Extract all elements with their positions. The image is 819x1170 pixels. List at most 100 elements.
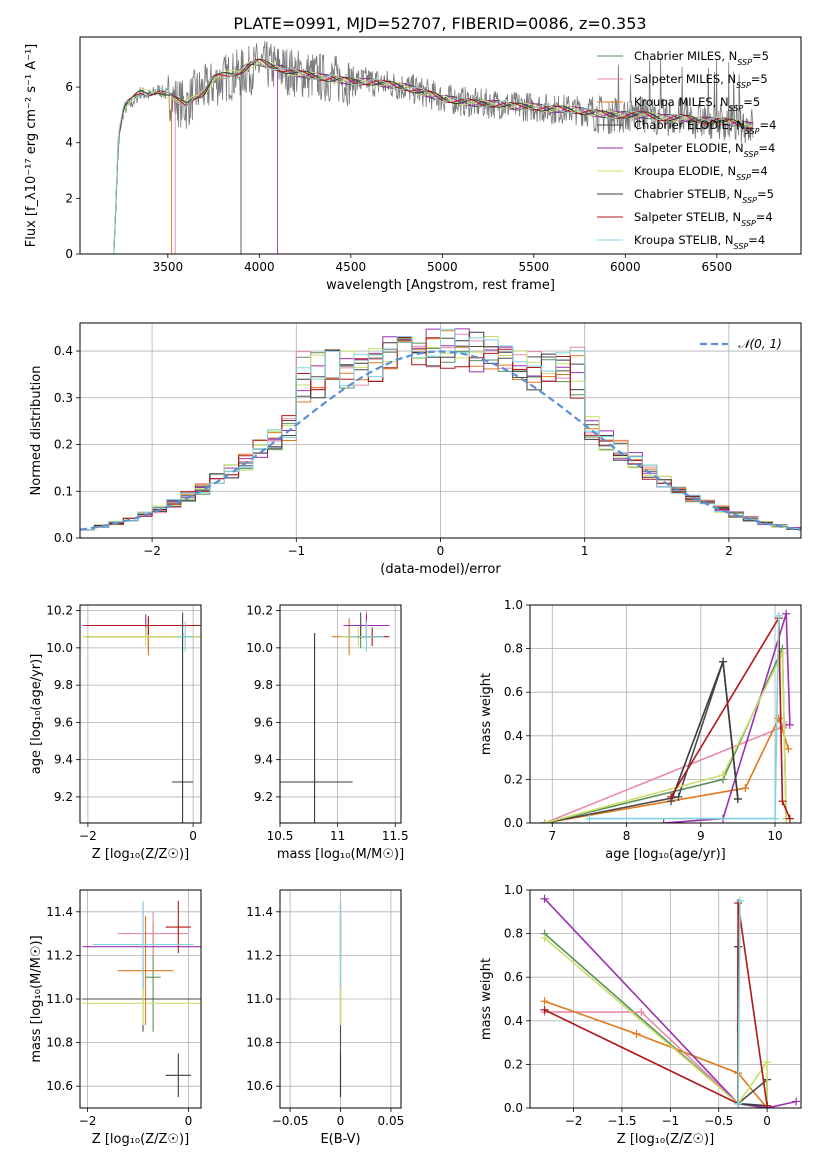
x-tick-label-0: −0.05 xyxy=(272,1114,309,1128)
plot-area xyxy=(80,328,801,531)
point-6 xyxy=(165,1053,191,1098)
x-tick-label-3: 5000 xyxy=(427,260,458,274)
legend-label-6: Chabrier STELIB, NSSP=5 xyxy=(634,187,774,205)
y-tick-label-4: 11.4 xyxy=(246,905,273,919)
legend-val-8: =4 xyxy=(748,233,765,247)
legend-sub-3: SSP xyxy=(745,127,760,136)
model-line-3 xyxy=(240,63,754,254)
y-tick-label-0: 0.0 xyxy=(504,1101,523,1115)
weight-marker-3-1 xyxy=(674,792,683,801)
figure-title: PLATE=0991, MJD=52707, FIBERID=0086, z=0… xyxy=(233,14,646,33)
model-line-6 xyxy=(113,58,753,254)
point-8 xyxy=(349,621,384,652)
plot-area xyxy=(540,609,794,823)
y-tick-label-2: 0.4 xyxy=(504,729,523,743)
weight-line-5 xyxy=(544,652,787,823)
weight-marker-4-0 xyxy=(659,819,668,823)
x-tick-label-1: 11 xyxy=(330,829,345,843)
x-tick-label-3: 10 xyxy=(767,829,782,843)
legend-val-7: =4 xyxy=(756,210,773,224)
legend-val-6: =5 xyxy=(757,187,774,201)
legend-sub-4: SSP xyxy=(744,150,759,159)
x-axis-label: E(B-V) xyxy=(320,1132,360,1147)
legend-label-4: Salpeter ELODIE, NSSP=4 xyxy=(634,141,775,159)
legend-val-5: =4 xyxy=(751,164,768,178)
axes-frame xyxy=(279,604,402,824)
y-tick-label-0: 9.2 xyxy=(54,790,73,804)
weight-marker-1-1 xyxy=(637,1008,646,1017)
axes-frame xyxy=(79,322,802,539)
weight-marker-7-2 xyxy=(734,899,743,908)
legend-label-1: Salpeter MILES, NSSP=5 xyxy=(634,72,768,90)
y-tick-label-2: 0.2 xyxy=(54,438,73,452)
chart-age-vs-Z: −2 0 9.2 9.4 9.6 9.8 10.0 10.2 Z [log₁₀(Z/Z☉)] ag… xyxy=(29,604,202,862)
x-tick-label-0: −2 xyxy=(79,829,97,843)
y-tick-label-1: 0.2 xyxy=(504,772,523,786)
spectrum-data-line xyxy=(113,40,754,254)
y-axis-label: Flux [f_λ10⁻¹⁷ erg cm⁻² s⁻¹ A⁻¹] xyxy=(24,44,39,248)
weight-marker-7-3 xyxy=(763,1101,772,1108)
weight-marker-6-1 xyxy=(719,657,728,666)
x-tick-label-0: 10.5 xyxy=(267,829,294,843)
point-6 xyxy=(280,632,353,823)
y-axis-label: mass [log₁₀(M/M☉)] xyxy=(29,935,44,1062)
point-2 xyxy=(117,916,174,1026)
y-tick-label-1: 9.4 xyxy=(54,753,73,767)
weight-line-4 xyxy=(663,613,791,823)
plot-area xyxy=(82,900,201,1098)
x-tick-label-4: 5500 xyxy=(519,260,550,274)
y-tick-label-3: 6 xyxy=(65,80,73,94)
legend-val-0: =5 xyxy=(752,49,769,63)
y-tick-label-3: 9.8 xyxy=(254,678,273,692)
legend-sub-0: SSP xyxy=(737,58,752,67)
x-tick-label-1: 8 xyxy=(623,829,631,843)
x-axis-label: wavelength [Angstrom, rest frame] xyxy=(326,278,555,293)
weight-line-2 xyxy=(544,1000,768,1108)
y-tick-label-0: 9.2 xyxy=(254,790,273,804)
y-tick-label-3: 0.6 xyxy=(504,685,523,699)
axes-frame xyxy=(529,889,802,1109)
x-tick-label-6: 6500 xyxy=(702,260,733,274)
weight-marker-6-2 xyxy=(733,795,742,804)
y-tick-label-2: 4 xyxy=(65,136,73,150)
y-tick-label-3: 0.3 xyxy=(54,391,73,405)
legend-sub-2: SSP xyxy=(729,104,744,113)
plot-area xyxy=(280,610,390,823)
weight-marker-8-1 xyxy=(736,896,745,905)
weight-marker-8-0 xyxy=(585,814,594,823)
legend-val-1: =5 xyxy=(751,72,768,86)
x-tick-label-0: −2 xyxy=(79,1114,97,1128)
x-axis-label: Z [log₁₀(Z/Z☉)] xyxy=(617,1132,714,1147)
x-tick-label-2: 0.05 xyxy=(378,1114,405,1128)
point-7 xyxy=(165,900,191,954)
axes-frame xyxy=(79,604,202,824)
weight-line-2 xyxy=(544,716,790,823)
legend-val-3: =4 xyxy=(760,118,777,132)
legend-sub-6: SSP xyxy=(742,196,757,205)
y-tick-label-5: 1.0 xyxy=(504,598,523,612)
y-tick-label-0: 10.6 xyxy=(246,1079,273,1093)
y-tick-label-4: 0.4 xyxy=(54,344,73,358)
y-axis-label: Normed distribution xyxy=(29,366,44,496)
plot-area xyxy=(113,40,754,254)
x-tick-label-1: 0 xyxy=(185,1114,193,1128)
x-axis-label: (data-model)/error xyxy=(380,562,501,577)
y-tick-label-3: 0.6 xyxy=(504,970,523,984)
y-tick-label-2: 9.6 xyxy=(54,715,73,729)
normal-curve xyxy=(80,350,801,531)
weight-marker-5-2 xyxy=(763,1058,772,1067)
x-tick-label-0: −2 xyxy=(143,544,161,558)
x-tick-label-1: 4000 xyxy=(244,260,275,274)
y-tick-label-3: 9.8 xyxy=(54,678,73,692)
y-tick-label-5: 10.2 xyxy=(246,604,273,618)
y-tick-label-2: 0.4 xyxy=(504,1014,523,1028)
y-tick-label-2: 11.0 xyxy=(246,992,273,1006)
y-tick-label-0: 0.0 xyxy=(504,816,523,830)
y-tick-label-5: 1.0 xyxy=(504,883,523,897)
weight-marker-5-0 xyxy=(540,819,549,823)
y-tick-label-4: 0.8 xyxy=(504,927,523,941)
x-axis-label: Z [log₁₀(Z/Z☉)] xyxy=(92,1132,189,1147)
legend-label-8: Kroupa STELIB, NSSP=4 xyxy=(634,233,765,251)
y-tick-label-4: 11.4 xyxy=(46,905,73,919)
weight-marker-7-2 xyxy=(778,797,787,806)
